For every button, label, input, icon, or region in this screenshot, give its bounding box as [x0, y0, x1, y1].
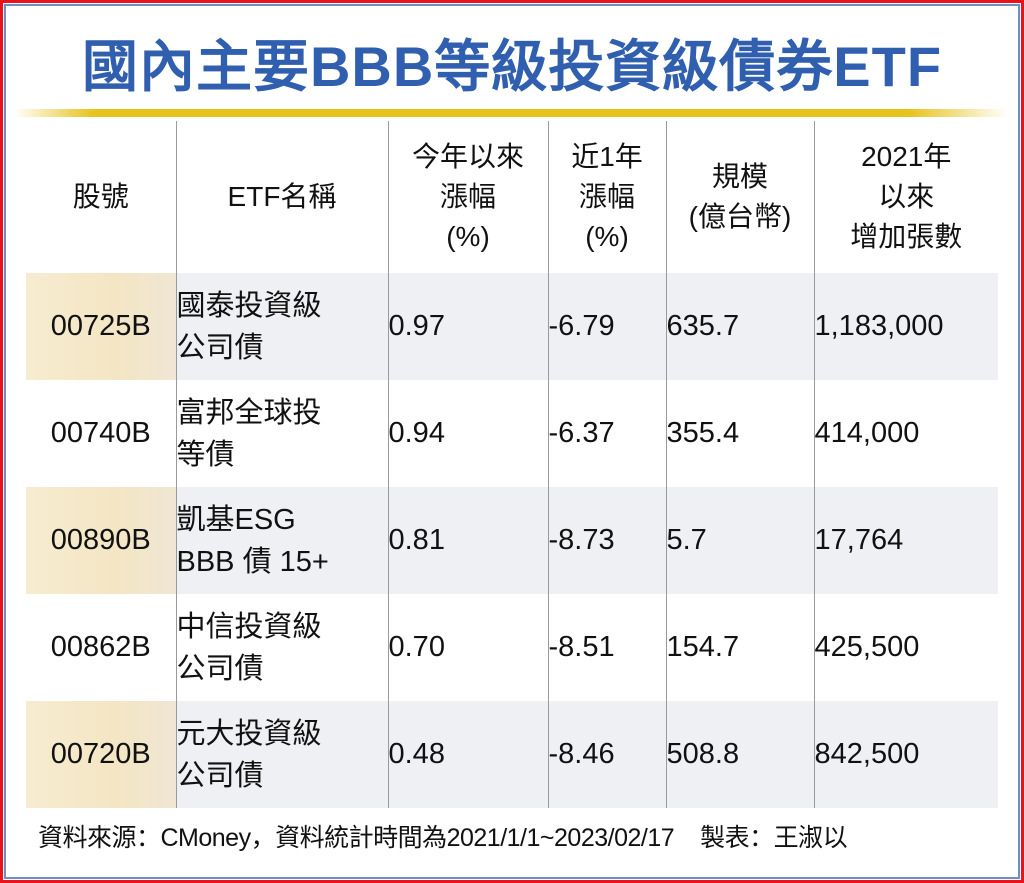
etf-code: 00890B — [26, 487, 176, 594]
header-ytd-line1: 今年以來 — [411, 141, 524, 172]
added-units: 425,500 — [813, 594, 998, 701]
etf-name-line1: 中信投資級 — [176, 610, 322, 643]
etf-table: 股號 ETF名稱 今年以來 漲幅 (%) 近1年 漲幅 (%) 規模 (億台幣)… — [26, 121, 998, 808]
header-added-line2: 以來 — [878, 181, 935, 212]
header-added-line1: 2021年 — [861, 141, 952, 172]
etf-code: 00862B — [26, 594, 176, 701]
header-code: 股號 — [26, 121, 176, 273]
ytd-change: 0.94 — [387, 380, 548, 487]
title-divider — [14, 109, 1008, 117]
ytd-change: 0.48 — [387, 701, 548, 808]
added-units: 414,000 — [813, 380, 998, 487]
etf-name: 富邦全球投 等債 — [175, 380, 388, 487]
header-added-line3: 增加張數 — [850, 221, 963, 252]
ytd-change: 0.81 — [387, 487, 548, 594]
etf-name-line2: 公司債 — [176, 331, 264, 364]
etf-name: 國泰投資級 公司債 — [175, 273, 388, 380]
header-one-year-line1: 近1年 — [571, 141, 643, 172]
etf-code: 00740B — [26, 380, 176, 487]
one-year-change: -8.73 — [547, 487, 666, 594]
fund-size: 355.4 — [665, 380, 814, 487]
page-title: 國內主要BBB等級投資級債券ETF — [81, 35, 943, 98]
etf-name-line1: 凱基ESG — [176, 503, 296, 536]
etf-name: 凱基ESG BBB 債 15+ — [175, 487, 388, 594]
one-year-change: -8.51 — [547, 594, 666, 701]
one-year-change: -8.46 — [547, 701, 666, 808]
header-added-units: 2021年 以來 增加張數 — [813, 121, 998, 273]
table-row: 00890B 凱基ESG BBB 債 15+ 0.81 -8.73 5.7 17,… — [26, 487, 998, 594]
header-name-label: ETF名稱 — [227, 181, 337, 212]
header-one-year-line2: 漲幅 — [578, 181, 635, 212]
header-name: ETF名稱 — [175, 121, 388, 273]
etf-name-line1: 元大投資級 — [176, 717, 322, 750]
data-source: 資料來源：CMoney，資料統計時間為2021/1/1~2023/02/17 — [38, 824, 675, 852]
etf-name-line2: 公司債 — [176, 759, 264, 792]
table-row: 00740B 富邦全球投等債 0.94 -6.37 355.4 414,000 — [26, 380, 998, 487]
header-ytd: 今年以來 漲幅 (%) — [387, 121, 548, 273]
one-year-change: -6.79 — [547, 273, 666, 380]
added-units: 1,183,000 — [813, 273, 998, 380]
footer-note: 資料來源：CMoney，資料統計時間為2021/1/1~2023/02/17 製表… — [38, 818, 848, 854]
ytd-change: 0.70 — [387, 594, 548, 701]
etf-name-line1: 富邦全球投 — [176, 396, 322, 429]
header-code-label: 股號 — [72, 181, 129, 212]
header-ytd-line2: 漲幅 — [439, 181, 496, 212]
etf-code: 00725B — [26, 273, 176, 380]
etf-code: 00720B — [26, 701, 176, 808]
fund-size: 508.8 — [665, 701, 814, 808]
header-ytd-line3: (%) — [446, 221, 490, 252]
table-header-row: 股號 ETF名稱 今年以來 漲幅 (%) 近1年 漲幅 (%) 規模 (億台幣)… — [26, 121, 998, 273]
header-size-line1: 規模 — [711, 161, 768, 192]
added-units: 17,764 — [813, 487, 998, 594]
table-credit: 製表：王淑以 — [700, 824, 848, 852]
fund-size: 154.7 — [665, 594, 814, 701]
etf-name-line2: 等債 — [176, 438, 235, 471]
header-size-line2: (億台幣) — [688, 201, 792, 232]
etf-name: 中信投資級 公司債 — [175, 594, 388, 701]
ytd-change: 0.97 — [387, 273, 548, 380]
added-units: 842,500 — [813, 701, 998, 808]
fund-size: 5.7 — [665, 487, 814, 594]
etf-name: 元大投資級 公司債 — [175, 701, 388, 808]
etf-name-line2: 公司債 — [176, 652, 264, 685]
table-row: 00725B 國泰投資級公司債 0.97 -6.79 635.7 1,183,0… — [26, 273, 998, 380]
one-year-change: -6.37 — [547, 380, 666, 487]
fund-size: 635.7 — [665, 273, 814, 380]
table-row: 00720B 元大投資級公司債 0.48 -8.46 508.8 842,500 — [26, 701, 998, 808]
table-row: 00862B 中信投資級公司債 0.70 -8.51 154.7 425,500 — [26, 594, 998, 701]
etf-name-line2: BBB 債 15+ — [176, 545, 329, 578]
header-size: 規模 (億台幣) — [665, 121, 814, 273]
header-one-year-line3: (%) — [585, 221, 629, 252]
header-one-year: 近1年 漲幅 (%) — [547, 121, 666, 273]
etf-name-line1: 國泰投資級 — [176, 289, 322, 322]
